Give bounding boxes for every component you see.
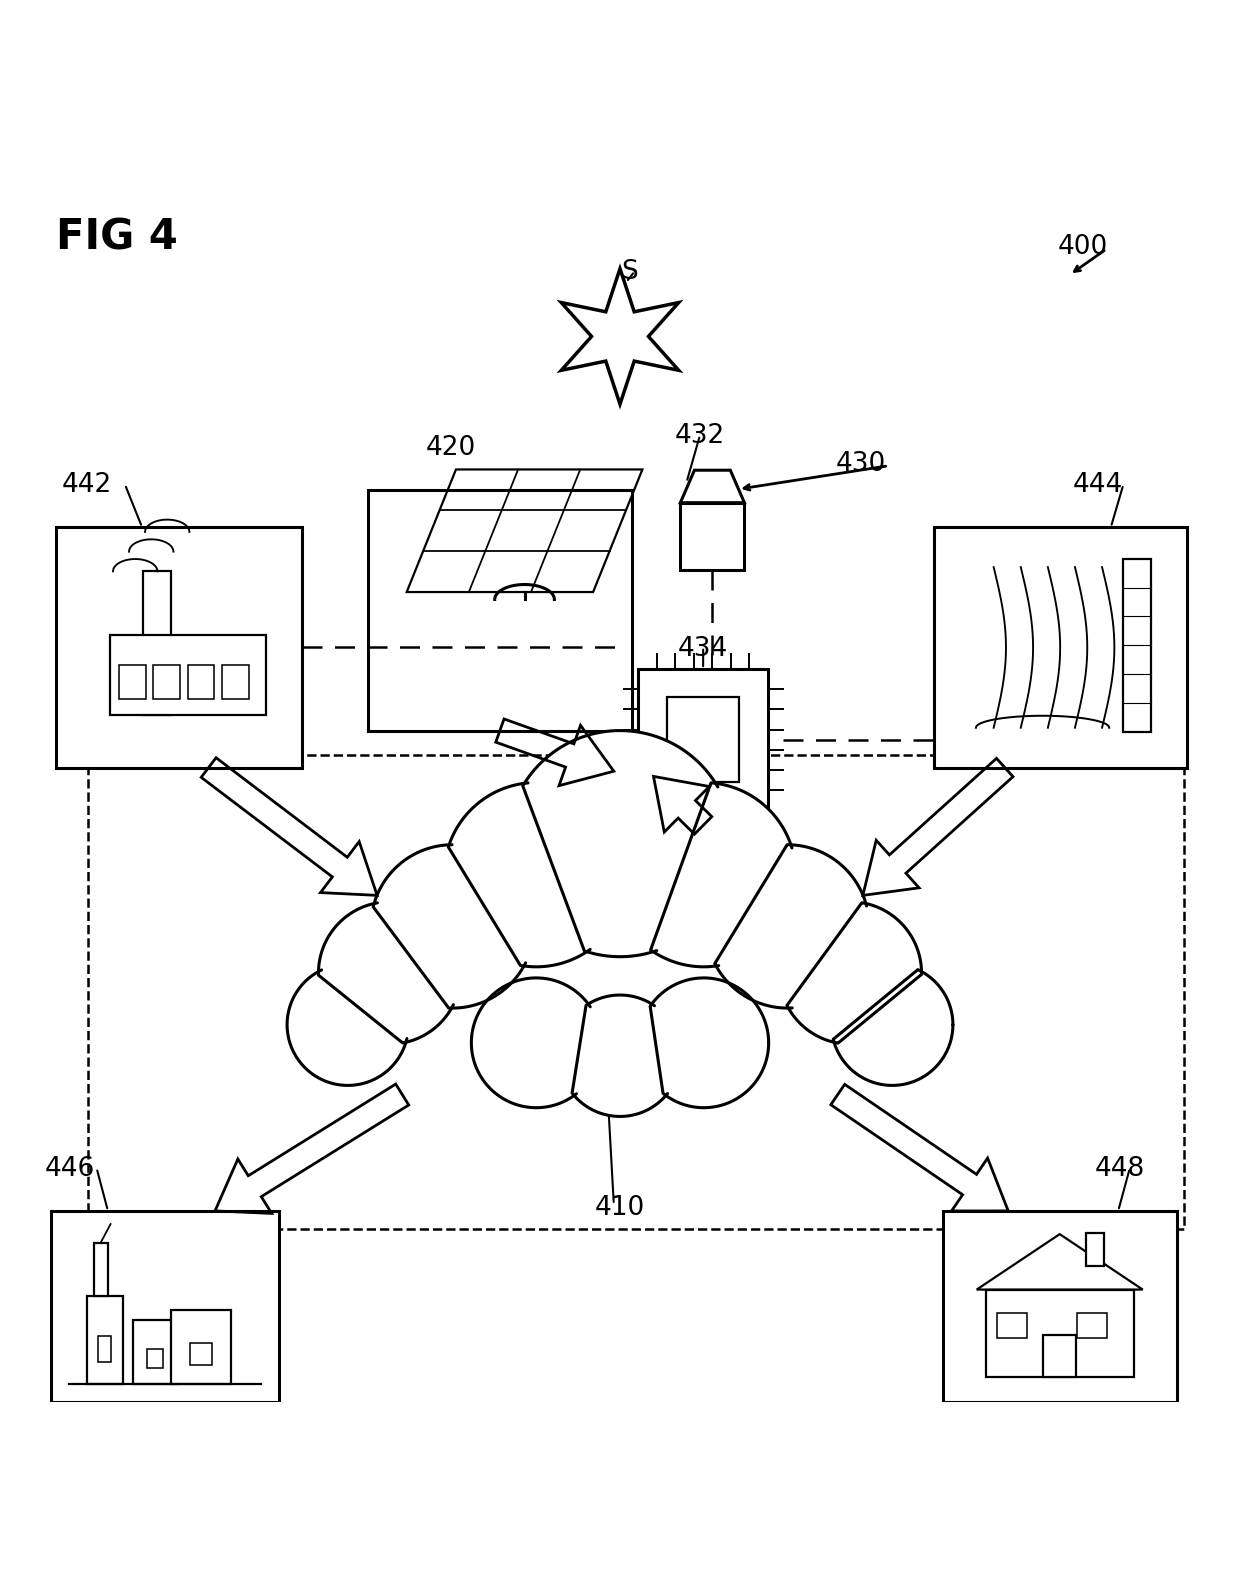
- Bar: [1122, 558, 1152, 733]
- Bar: [997, 1313, 1027, 1338]
- Bar: [51, 1210, 279, 1402]
- Bar: [154, 665, 180, 700]
- Circle shape: [639, 978, 769, 1108]
- Bar: [109, 635, 265, 715]
- Bar: [986, 1289, 1133, 1377]
- Bar: [191, 1342, 212, 1364]
- Bar: [667, 698, 739, 783]
- Circle shape: [779, 902, 921, 1044]
- Text: 432: 432: [675, 423, 724, 448]
- Bar: [367, 490, 632, 731]
- Bar: [1043, 1335, 1076, 1377]
- Circle shape: [559, 995, 681, 1116]
- Bar: [56, 527, 303, 767]
- Circle shape: [471, 978, 601, 1108]
- Circle shape: [507, 731, 733, 957]
- Text: FIG 4: FIG 4: [56, 217, 177, 259]
- Bar: [171, 1309, 231, 1383]
- Bar: [942, 1210, 1177, 1402]
- Bar: [934, 527, 1187, 767]
- Bar: [1078, 1313, 1107, 1338]
- Text: S: S: [621, 259, 639, 285]
- Text: 420: 420: [425, 435, 476, 461]
- Text: 430: 430: [836, 451, 885, 476]
- Text: 400: 400: [1058, 234, 1107, 261]
- Bar: [681, 503, 744, 571]
- Circle shape: [371, 844, 534, 1008]
- Bar: [87, 1297, 123, 1383]
- Bar: [148, 1349, 162, 1368]
- Bar: [1086, 1232, 1104, 1267]
- Text: 410: 410: [595, 1195, 645, 1221]
- Circle shape: [288, 964, 408, 1085]
- Circle shape: [319, 902, 461, 1044]
- Text: 444: 444: [1073, 472, 1123, 498]
- Bar: [144, 571, 171, 715]
- Circle shape: [706, 844, 869, 1008]
- Circle shape: [444, 783, 629, 967]
- Text: 442: 442: [62, 472, 113, 498]
- Bar: [98, 1336, 112, 1361]
- Text: 434: 434: [678, 635, 728, 662]
- Bar: [639, 670, 768, 811]
- Bar: [187, 665, 215, 700]
- Circle shape: [832, 964, 952, 1085]
- Bar: [133, 1320, 177, 1383]
- Bar: [222, 665, 248, 700]
- Bar: [94, 1242, 108, 1297]
- Bar: [88, 755, 1184, 1229]
- Text: 448: 448: [1095, 1155, 1145, 1182]
- Circle shape: [611, 783, 796, 967]
- Bar: [119, 665, 145, 700]
- Text: 446: 446: [45, 1155, 95, 1182]
